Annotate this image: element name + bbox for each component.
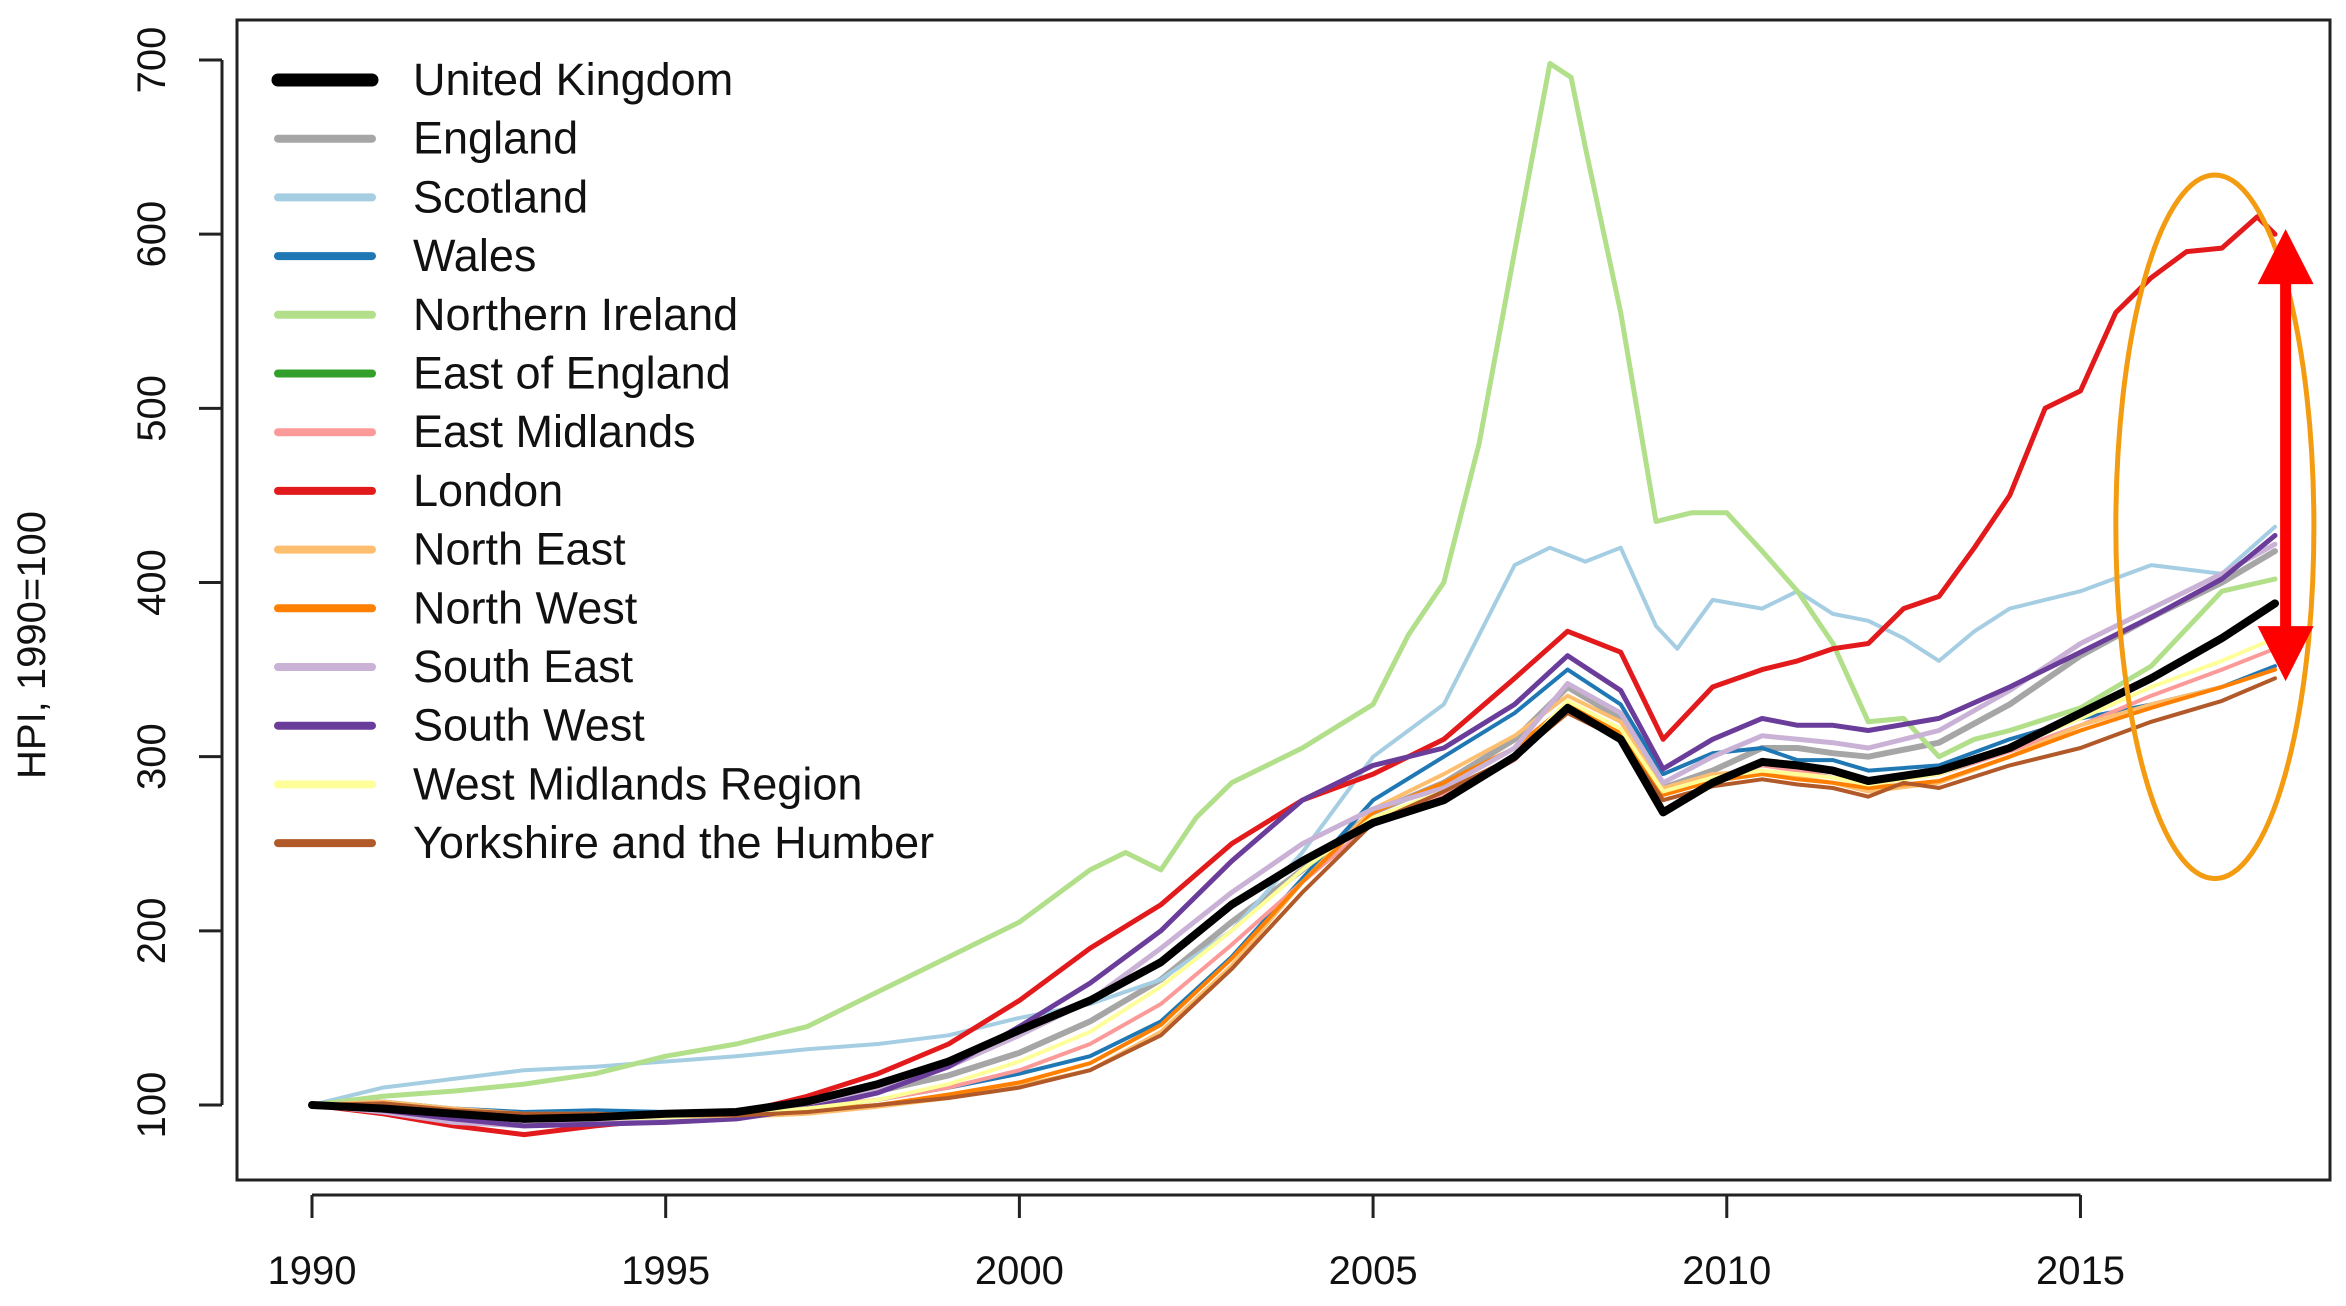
legend: United Kingdom England Scotland Wales Northe… (271, 54, 934, 868)
y-tick-label: 200 (130, 897, 174, 964)
legend-label-scotland: Scotland (413, 171, 588, 222)
y-tick-label: 400 (130, 549, 174, 616)
y-axis: 100 200 300 400 500 600 700 (130, 27, 224, 1139)
x-tick-label: 1995 (621, 1249, 710, 1293)
series-line-south-west (309, 533, 2278, 1129)
series-line-scotland (310, 524, 2277, 1107)
y-tick-label: 300 (130, 723, 174, 790)
y-tick-label: 700 (130, 27, 174, 94)
series-lines (308, 61, 2279, 1138)
annotations (2113, 172, 2317, 882)
series-line-northern-ireland (309, 61, 2278, 1108)
legend-label-northern-ireland: Northern Ireland (413, 289, 738, 340)
plot-frame (235, 18, 2332, 1182)
x-axis: 1990 1995 2000 2005 2010 2015 (268, 1193, 2125, 1293)
legend-label-east-midlands: East Midlands (413, 406, 696, 457)
series-line-united-kingdom (308, 599, 2279, 1123)
highlight-ellipse (2113, 172, 2317, 882)
x-tick-label: 2000 (975, 1249, 1064, 1293)
x-tick-label: 1990 (268, 1249, 357, 1293)
legend-label-south-east: South East (413, 641, 634, 692)
legend-label-south-west: South West (413, 700, 645, 751)
legend-label-east-of-england: East of England (413, 348, 731, 399)
y-axis-title: HPI, 1990=100 (10, 511, 54, 779)
legend-label-north-west: North West (413, 582, 638, 633)
range-arrow-head-up (2257, 229, 2314, 285)
y-tick-label: 100 (130, 1072, 174, 1139)
legend-label-north-east: North East (413, 524, 626, 575)
y-tick-label: 600 (130, 201, 174, 268)
x-tick-label: 2015 (2036, 1249, 2125, 1293)
legend-label-yorkshire-and-the-humber: Yorkshire and the Humber (413, 817, 934, 868)
x-tick-label: 2010 (1682, 1249, 1771, 1293)
legend-label-wales: Wales (413, 230, 536, 281)
range-arrow-head-down (2257, 626, 2314, 682)
y-tick-label: 500 (130, 375, 174, 442)
legend-label-england: England (413, 113, 578, 164)
legend-label-west-midlands-region: West Midlands Region (413, 758, 862, 809)
legend-label-london: London (413, 465, 563, 516)
legend-label-united-kingdom: United Kingdom (413, 54, 733, 105)
x-tick-label: 2005 (1329, 1249, 1418, 1293)
